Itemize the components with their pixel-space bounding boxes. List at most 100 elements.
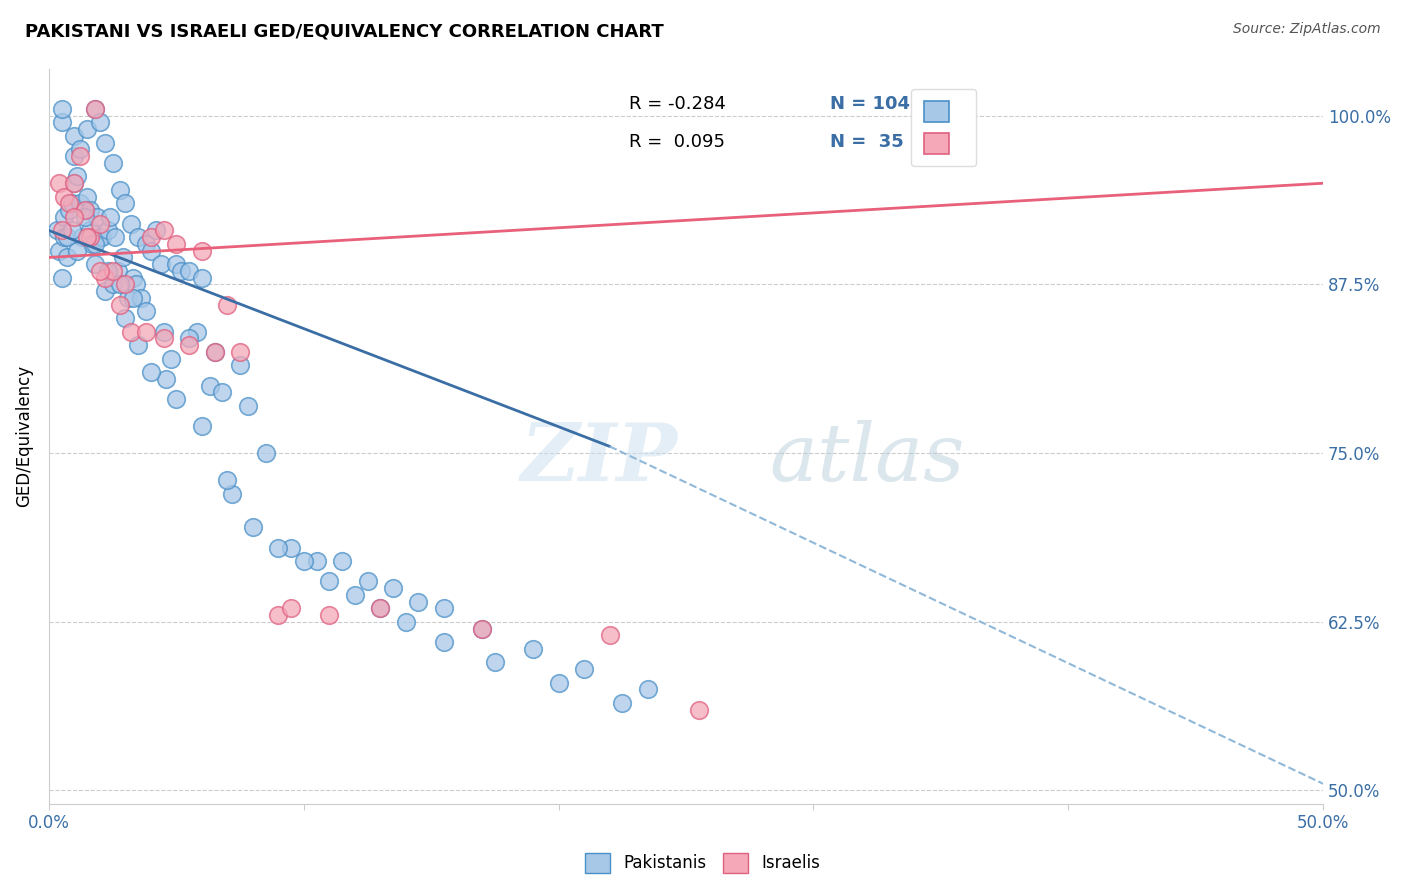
Point xyxy=(292,554,315,568)
Point xyxy=(170,264,193,278)
Point xyxy=(66,244,89,258)
Point xyxy=(129,291,152,305)
Point xyxy=(70,230,93,244)
Point xyxy=(152,325,174,339)
Point xyxy=(110,277,132,292)
Point xyxy=(198,378,221,392)
Point xyxy=(51,223,73,237)
Point xyxy=(368,601,391,615)
Point xyxy=(79,203,101,218)
Point xyxy=(368,601,391,615)
Point xyxy=(186,325,208,339)
Point xyxy=(63,210,86,224)
Point xyxy=(94,270,117,285)
Text: Source: ZipAtlas.com: Source: ZipAtlas.com xyxy=(1233,22,1381,37)
Text: PAKISTANI VS ISRAELI GED/EQUIVALENCY CORRELATION CHART: PAKISTANI VS ISRAELI GED/EQUIVALENCY COR… xyxy=(25,22,664,40)
Point xyxy=(91,230,114,244)
Point xyxy=(48,176,70,190)
Point xyxy=(53,230,76,244)
Point xyxy=(408,594,430,608)
Point xyxy=(318,608,340,623)
Point xyxy=(63,176,86,190)
Text: R =  0.095: R = 0.095 xyxy=(628,133,724,151)
Point xyxy=(382,581,405,595)
Point xyxy=(83,257,105,271)
Point xyxy=(51,115,73,129)
Point xyxy=(56,251,79,265)
Point xyxy=(89,264,111,278)
Point xyxy=(267,541,290,555)
Point xyxy=(152,223,174,237)
Point xyxy=(612,696,634,710)
Point xyxy=(191,419,214,434)
Point xyxy=(165,257,187,271)
Point xyxy=(522,641,544,656)
Point xyxy=(395,615,418,629)
Text: N =  35: N = 35 xyxy=(830,133,904,151)
Point xyxy=(145,223,167,237)
Point xyxy=(236,399,259,413)
Point xyxy=(86,210,108,224)
Point xyxy=(572,662,595,676)
Point xyxy=(120,325,142,339)
Point xyxy=(97,223,120,237)
Point xyxy=(58,203,80,218)
Point xyxy=(599,628,621,642)
Point xyxy=(73,203,96,218)
Text: atlas: atlas xyxy=(769,419,965,497)
Point xyxy=(343,588,366,602)
Point xyxy=(267,608,290,623)
Point xyxy=(229,345,252,359)
Point xyxy=(127,230,149,244)
Point xyxy=(229,359,252,373)
Point xyxy=(53,210,76,224)
Point xyxy=(124,277,146,292)
Text: R = -0.284: R = -0.284 xyxy=(628,95,725,112)
Point xyxy=(217,298,239,312)
Text: ZIP: ZIP xyxy=(520,419,678,497)
Point xyxy=(433,601,456,615)
Point xyxy=(280,601,302,615)
Point xyxy=(139,244,162,258)
Point xyxy=(139,365,162,379)
Point xyxy=(110,298,132,312)
Y-axis label: GED/Equivalency: GED/Equivalency xyxy=(15,365,32,508)
Point xyxy=(135,236,157,251)
Point xyxy=(107,264,129,278)
Point xyxy=(76,230,98,244)
Point xyxy=(318,574,340,589)
Point xyxy=(139,230,162,244)
Point xyxy=(122,291,145,305)
Point xyxy=(60,223,83,237)
Point xyxy=(127,338,149,352)
Point xyxy=(51,102,73,116)
Point xyxy=(83,102,105,116)
Point xyxy=(69,196,91,211)
Point xyxy=(89,230,111,244)
Point xyxy=(98,210,121,224)
Point xyxy=(280,541,302,555)
Point xyxy=(110,183,132,197)
Point xyxy=(82,236,104,251)
Point xyxy=(104,230,127,244)
Point xyxy=(66,169,89,184)
Point xyxy=(48,244,70,258)
Point xyxy=(165,392,187,406)
Point xyxy=(114,277,136,292)
Point xyxy=(433,635,456,649)
Point xyxy=(76,190,98,204)
Point xyxy=(135,304,157,318)
Point xyxy=(101,156,124,170)
Point xyxy=(101,277,124,292)
Point xyxy=(73,203,96,218)
Point xyxy=(637,682,659,697)
Point xyxy=(179,331,201,345)
Point xyxy=(471,622,494,636)
Point xyxy=(69,143,91,157)
Text: N = 104: N = 104 xyxy=(830,95,910,112)
Point xyxy=(56,230,79,244)
Point xyxy=(150,257,173,271)
Point xyxy=(89,217,111,231)
Point xyxy=(63,128,86,143)
Point xyxy=(179,264,201,278)
